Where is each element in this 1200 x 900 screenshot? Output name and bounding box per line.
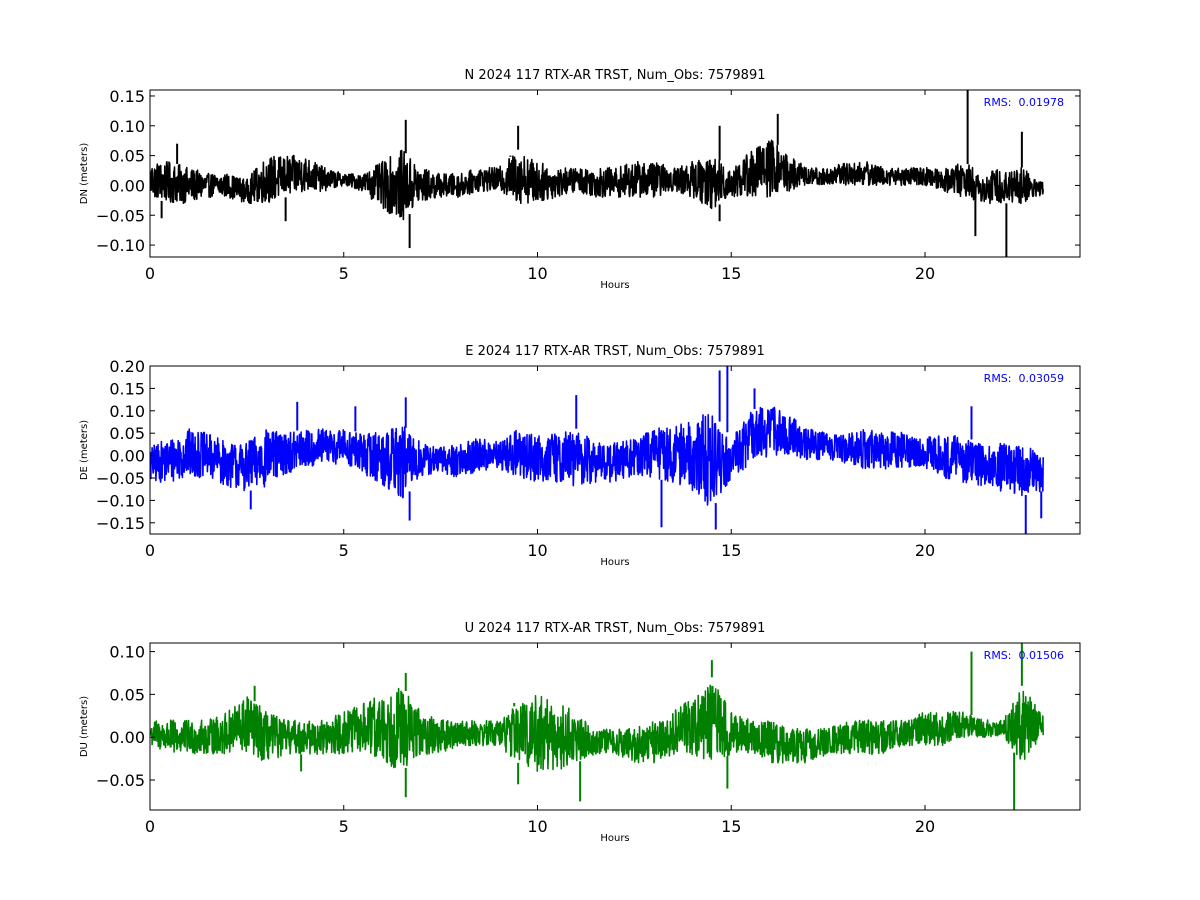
rms-annotation: RMS: 0.01978: [984, 96, 1064, 109]
rms-label: RMS:: [984, 372, 1012, 385]
rms-label: RMS:: [984, 96, 1012, 109]
series-line: [150, 139, 1044, 221]
x-tick-label: 5: [339, 264, 349, 283]
rms-value: 0.01978: [1019, 96, 1065, 109]
y-tick-label: 0.15: [109, 87, 145, 106]
y-tick-label: 0.10: [109, 402, 145, 421]
plot-frame: [149, 642, 1081, 811]
x-tick-label: 15: [721, 264, 741, 283]
y-tick-label: −0.10: [96, 491, 145, 510]
y-tick-label: −0.10: [96, 236, 145, 255]
chart-title: N 2024 117 RTX-AR TRST, Num_Obs: 7579891: [465, 68, 766, 83]
y-tick-label: 0.10: [109, 643, 145, 662]
y-tick-label: −0.05: [96, 469, 145, 488]
x-tick-label: 20: [915, 264, 935, 283]
y-tick-label: 0.00: [109, 728, 145, 747]
x-tick-label: 20: [915, 541, 935, 560]
x-tick-label: 0: [145, 541, 155, 560]
y-tick-label: 0.05: [109, 424, 145, 443]
x-tick-label: 0: [145, 817, 155, 836]
rms-value: 0.01506: [1019, 649, 1065, 662]
y-tick-label: 0.00: [109, 176, 145, 195]
y-axis-label: DU (meters): [79, 696, 90, 757]
chart-title: U 2024 117 RTX-AR TRST, Num_Obs: 7579891: [465, 621, 766, 636]
x-tick-label: 15: [721, 541, 741, 560]
series-line: [150, 684, 1044, 772]
series-line: [150, 406, 1044, 506]
x-axis-label: Hours: [600, 557, 629, 568]
x-tick-label: 20: [915, 817, 935, 836]
chart-title: E 2024 117 RTX-AR TRST, Num_Obs: 7579891: [465, 344, 764, 359]
x-tick-label: 5: [339, 541, 349, 560]
x-tick-label: 10: [527, 541, 547, 560]
rms-annotation: RMS: 0.01506: [984, 649, 1064, 662]
rms-label: RMS:: [984, 649, 1012, 662]
y-tick-label: 0.00: [109, 447, 145, 466]
panel-east: 0 5 10 15 20 −0.15 −0.10 −0.05 0.00 0.05 0.10 0.15 0…: [79, 344, 1081, 568]
y-tick-label: −0.15: [96, 514, 145, 533]
x-tick-label: 15: [721, 817, 741, 836]
y-axis-label: DN (meters): [79, 143, 90, 205]
rms-annotation: RMS: 0.03059: [984, 372, 1064, 385]
y-tick-label: 0.10: [109, 117, 145, 136]
y-tick-label: 0.05: [109, 685, 145, 704]
plot-frame: [149, 365, 1081, 535]
x-tick-label: 5: [339, 817, 349, 836]
x-axis-label: Hours: [600, 833, 629, 844]
y-tick-label: 0.05: [109, 147, 145, 166]
x-tick-label: 0: [145, 264, 155, 283]
x-tick-label: 10: [527, 264, 547, 283]
y-tick-label: −0.05: [96, 206, 145, 225]
x-axis-label: Hours: [600, 280, 629, 291]
rms-value: 0.03059: [1019, 372, 1065, 385]
y-axis-label: DE (meters): [79, 420, 90, 480]
y-tick-label: 0.20: [109, 357, 145, 376]
y-tick-label: −0.05: [96, 771, 145, 790]
x-tick-label: 10: [527, 817, 547, 836]
plot-frame: [149, 89, 1081, 258]
y-tick-label: 0.15: [109, 379, 145, 398]
panel-up: 0 5 10 15 20 −0.05 0.00 0.05 0.10 U 2024 117 RTX-…: [79, 621, 1081, 844]
panel-north: 0 5 10 15 20 −0.10 −0.05 0.00 0.05 0.10 0.15 N 2024…: [79, 68, 1081, 291]
